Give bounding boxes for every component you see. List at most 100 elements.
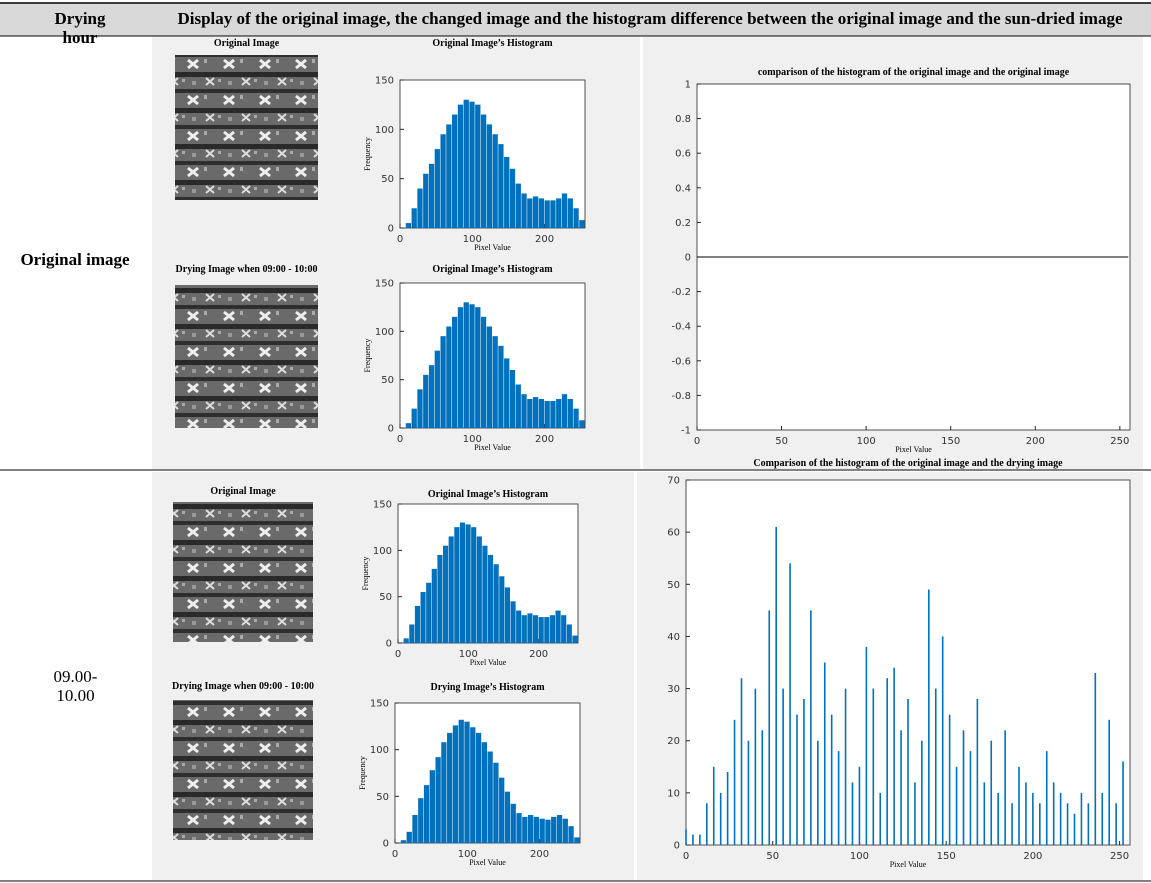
histogram-bar (504, 587, 510, 643)
x-tick-label: 100 (850, 851, 869, 862)
bar (768, 610, 771, 845)
histogram-bar (498, 144, 504, 228)
bar (990, 740, 993, 845)
x-tick-label: 100 (459, 649, 478, 660)
chart-title: comparison of the histogram of the origi… (758, 67, 1070, 78)
bar (1066, 803, 1069, 845)
histogram-bar (516, 610, 522, 643)
histogram-bar (555, 610, 561, 643)
fabric-image (173, 502, 313, 642)
histogram-bar (434, 149, 440, 228)
bar (1080, 792, 1083, 845)
histogram-bar (469, 101, 475, 228)
bar (1073, 813, 1076, 845)
histogram-bar (556, 815, 563, 843)
bar (900, 730, 902, 845)
bar (803, 699, 805, 845)
histogram-bar (412, 815, 418, 843)
bar (685, 829, 687, 845)
y-tick-label: 0.8 (675, 114, 691, 125)
histogram-bar (423, 374, 429, 428)
histogram-bar (469, 304, 475, 428)
x-tick-label: 0 (694, 436, 700, 447)
histogram-bar (510, 601, 516, 643)
histogram-bar (573, 208, 579, 228)
histogram-bar (480, 114, 487, 228)
histogram-bar (470, 727, 476, 843)
y-tick-label: 50 (381, 375, 394, 386)
image-caption: Original Image (214, 38, 280, 49)
histogram-bar (521, 193, 527, 228)
bar (761, 730, 764, 845)
y-tick-label: 50 (667, 580, 680, 591)
histogram-bar (550, 200, 556, 228)
histogram-bar (418, 798, 424, 843)
bar (941, 636, 944, 845)
histogram-bar (567, 198, 573, 228)
histogram-bar (428, 365, 435, 428)
x-tick-label: 200 (530, 849, 549, 860)
y-tick-label: 70 (667, 476, 680, 487)
histogram-bar (471, 527, 477, 643)
bar (782, 688, 784, 845)
histogram-bar (441, 742, 447, 843)
histogram-bar (549, 615, 555, 643)
histogram-bar (551, 816, 557, 843)
histogram-bar (423, 173, 429, 228)
histogram-bar (411, 408, 417, 428)
y-tick-label: -0.8 (671, 391, 691, 402)
bar (948, 714, 951, 845)
y-tick-label: 40 (667, 632, 680, 643)
bar (823, 662, 826, 845)
histogram-bar (492, 134, 498, 228)
bar (775, 526, 777, 845)
bar (712, 766, 715, 845)
histogram-bar (452, 114, 458, 228)
histogram-bar (440, 336, 446, 428)
x-tick-label: 250 (1110, 436, 1129, 447)
bar (886, 678, 888, 845)
bar (692, 834, 694, 845)
histogram-bar (572, 635, 578, 643)
bar (928, 589, 930, 845)
bar (1025, 782, 1027, 845)
bar (907, 699, 909, 845)
histogram-bar (437, 554, 443, 643)
y-tick-label: 100 (373, 546, 392, 557)
y-tick-label: 100 (375, 125, 394, 136)
y-tick-label: 150 (373, 500, 392, 511)
histogram-bar (482, 545, 488, 643)
chart-title: Original Image’s Histogram (432, 264, 553, 275)
histogram-bar (434, 350, 440, 428)
y-axis-label: Frequency (363, 137, 372, 171)
bar (733, 719, 736, 845)
histogram-bar (504, 358, 510, 428)
histogram-bar (544, 400, 550, 428)
y-tick-label: 1 (685, 80, 691, 91)
bar (796, 714, 798, 845)
chart-title: Original Image’s Histogram (432, 38, 553, 49)
histogram-bar (574, 837, 580, 843)
y-axis-label: Frequency (361, 557, 370, 591)
histogram-bar (538, 399, 545, 428)
fabric-image (173, 700, 313, 840)
histogram-bar (509, 168, 516, 228)
histogram-bar (538, 198, 545, 228)
histogram-bar (459, 522, 465, 643)
histogram-bar (464, 721, 470, 843)
x-tick-label: 100 (857, 436, 876, 447)
histogram-bar (486, 326, 492, 428)
histogram-bar (457, 307, 464, 428)
y-tick-label: 60 (667, 528, 680, 539)
y-tick-label: 150 (375, 279, 394, 290)
histogram-bar (406, 831, 412, 843)
bar (969, 751, 972, 845)
histogram-bar (544, 200, 550, 228)
bar (997, 792, 999, 845)
histogram-bar (435, 757, 441, 843)
histogram-bar (428, 163, 435, 228)
y-tick-label: 50 (381, 174, 394, 185)
histogram-bar (457, 104, 464, 228)
bar (726, 772, 729, 845)
